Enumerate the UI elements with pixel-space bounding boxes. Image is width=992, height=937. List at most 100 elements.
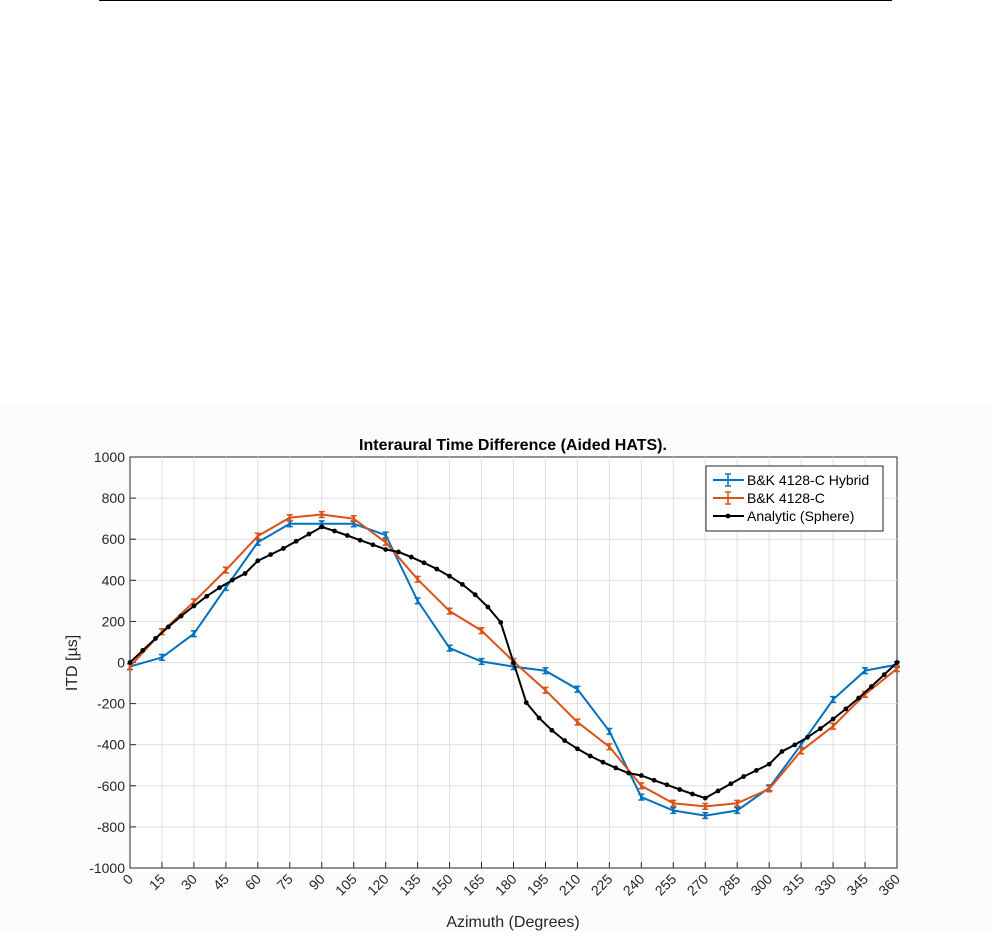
error-bar xyxy=(478,657,485,666)
legend-label: B&K 4128-C xyxy=(747,490,825,506)
data-point xyxy=(140,647,146,653)
data-point xyxy=(268,552,274,558)
x-tick-label: 240 xyxy=(620,871,648,899)
data-point xyxy=(293,538,299,544)
data-point xyxy=(830,716,836,722)
y-tick-label: 1000 xyxy=(94,449,125,465)
x-tick-label: 195 xyxy=(524,871,552,899)
data-point xyxy=(677,787,683,792)
data-point xyxy=(204,593,210,599)
chart-title: Interaural Time Difference (Aided HATS). xyxy=(359,437,667,454)
y-axis-label: ITD [µs] xyxy=(64,635,81,691)
error-bar xyxy=(382,531,389,539)
y-tick-label: 0 xyxy=(117,655,125,671)
error-bar xyxy=(542,667,549,675)
chart-figure: Interaural Time Difference (Aided HATS).… xyxy=(0,405,992,932)
y-tick-label: 600 xyxy=(102,531,126,547)
error-bar xyxy=(574,718,581,726)
data-point xyxy=(255,558,261,564)
legend-marker xyxy=(725,513,731,519)
legend: B&K 4128-C Hybrid B&K 4128-C Analytic (Sph… xyxy=(705,465,884,532)
data-point xyxy=(370,542,376,548)
data-point xyxy=(344,533,350,538)
data-point xyxy=(459,582,465,587)
data-point xyxy=(741,774,746,779)
data-point xyxy=(178,613,184,619)
error-bar xyxy=(478,627,485,635)
data-point xyxy=(715,788,721,794)
error-bar xyxy=(894,665,900,673)
data-point xyxy=(549,727,555,733)
y-tick-label: 200 xyxy=(102,613,126,629)
x-tick-label: 180 xyxy=(492,871,520,899)
error-bar xyxy=(702,811,709,820)
error-bar xyxy=(734,799,741,807)
error-bar xyxy=(222,566,229,574)
error-bar xyxy=(446,607,453,615)
x-tick-label: 285 xyxy=(715,871,743,899)
data-point xyxy=(766,761,772,767)
series-layer xyxy=(127,510,900,820)
error-bar xyxy=(798,747,805,755)
error-bar xyxy=(862,667,869,675)
data-point xyxy=(651,777,657,783)
x-tick-label: 75 xyxy=(274,871,296,893)
data-point xyxy=(613,765,619,771)
data-point xyxy=(434,566,440,572)
data-point xyxy=(690,791,695,797)
error-bar xyxy=(574,685,581,693)
data-point xyxy=(792,742,798,748)
data-point xyxy=(306,531,312,537)
error-bar xyxy=(350,515,357,523)
data-point xyxy=(753,767,759,773)
data-point xyxy=(396,549,401,555)
data-point xyxy=(817,726,823,732)
data-point xyxy=(523,700,529,705)
x-tick-label: 330 xyxy=(811,871,839,899)
series-2 xyxy=(127,524,900,801)
data-point xyxy=(856,695,862,701)
data-point xyxy=(728,781,734,787)
data-point xyxy=(357,537,363,543)
x-tick-label: 30 xyxy=(178,871,200,893)
data-point xyxy=(332,528,337,534)
error-bar xyxy=(446,644,453,652)
error-bar xyxy=(190,630,197,638)
data-point xyxy=(472,592,478,598)
data-point xyxy=(165,624,171,630)
data-point xyxy=(511,660,516,665)
x-tick-label: 225 xyxy=(588,871,616,899)
data-point xyxy=(881,672,887,678)
data-point xyxy=(191,603,197,609)
x-tick-label: 90 xyxy=(306,871,328,893)
data-point xyxy=(447,573,452,579)
x-axis-label: Azimuth (Degrees) xyxy=(446,914,579,931)
error-bar xyxy=(830,722,837,730)
data-point xyxy=(638,773,644,778)
data-point xyxy=(242,571,248,576)
legend-label: B&K 4128-C Hybrid xyxy=(747,472,869,488)
itd-line-chart: Interaural Time Difference (Aided HATS).… xyxy=(64,437,903,931)
data-point xyxy=(229,577,235,583)
y-tick-label: -200 xyxy=(97,696,125,712)
data-point xyxy=(127,660,133,665)
y-tick-label: 800 xyxy=(102,490,126,506)
data-point xyxy=(498,620,504,625)
x-tick-label: 105 xyxy=(332,871,360,899)
data-point xyxy=(575,746,580,752)
data-point xyxy=(562,738,568,743)
x-tick-label: 270 xyxy=(684,871,712,899)
error-bar xyxy=(830,695,837,704)
data-point xyxy=(894,660,900,665)
x-tick-label: 150 xyxy=(428,871,456,899)
error-bar xyxy=(158,653,165,661)
data-point xyxy=(383,547,389,552)
top-rule-line xyxy=(99,0,892,1)
error-bar xyxy=(414,597,421,605)
error-bar xyxy=(766,785,773,793)
data-point xyxy=(153,636,158,641)
y-tick-label: -600 xyxy=(97,778,125,794)
data-point xyxy=(869,684,874,689)
error-bar xyxy=(606,743,613,751)
data-point xyxy=(600,759,606,765)
